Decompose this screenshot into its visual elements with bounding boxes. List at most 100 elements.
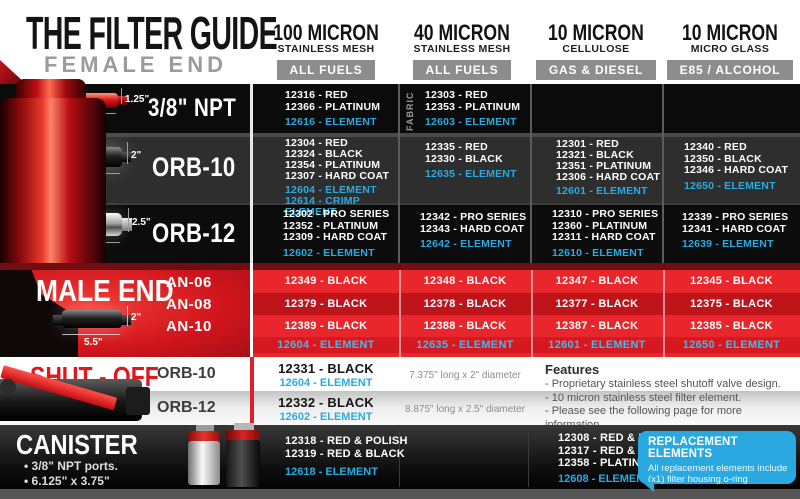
features-list: - Proprietary stainless steel shutoff va… (545, 378, 781, 431)
element-numbers: 12601 - ELEMENT (556, 185, 648, 197)
female-end-section: 1.25" 3.5" 3/8" NPT 12316 - RED 12366 - … (0, 84, 800, 263)
element-numbers: 12650 - ELEMENT (684, 179, 776, 192)
fuel-badge: ALL FUELS (412, 60, 512, 80)
column-header-10-micron-cellulose: 10 MICRON CELLULOSE GAS & DIESEL (528, 20, 664, 80)
black-canister-photo (226, 440, 260, 487)
element-numbers: 12642 - ELEMENT (420, 238, 512, 250)
element-numbers: 12610 - ELEMENT (552, 246, 644, 259)
element-numbers: 12616 - ELEMENT (285, 116, 377, 128)
row-label-an08: AN-08 (166, 296, 212, 313)
shutoff-valve-pivot (0, 379, 16, 395)
part-number: 12348 - BLACK (423, 275, 507, 287)
part-number: 12379 - BLACK (284, 298, 368, 310)
features-title: Features (545, 362, 600, 377)
part-numbers: 12342 - PRO SERIES 12343 - HARD COAT (420, 211, 527, 235)
part-number: 12389 - BLACK (284, 320, 368, 332)
element-numbers: 12608 - ELEMENT (558, 472, 651, 485)
section-subtitle-female-end: FEMALE END (44, 52, 227, 77)
dim-height-label: 2" (131, 312, 142, 323)
part-number: 12349 - BLACK (284, 275, 368, 287)
element-number: 12604 - ELEMENT (277, 339, 375, 351)
replacement-elements-callout: REPLACEMENT ELEMENTS All replacement ele… (638, 431, 796, 492)
canister-section: CANISTER • 3/8" NPT ports. • 6.125" x 3.… (0, 423, 800, 499)
canister-bullets: • 3/8" NPT ports. • 6.125" x 3.75" (24, 459, 118, 488)
dim-length-label: 5.5" (84, 337, 103, 348)
label-column-divider (250, 263, 253, 357)
element-numbers: 12604 - ELEMENT 12614 - CRIMP ELEMENT (285, 184, 377, 218)
part-numbers: 12316 - RED 12366 - PLATINUM (285, 89, 381, 113)
part-numbers: 12304 - RED 12324 - BLACK 12354 - PLATIN… (285, 137, 390, 182)
part-number: 12385 - BLACK (690, 320, 773, 332)
fuel-badge: GAS & DIESEL (535, 60, 657, 80)
element-numbers: 12635 - ELEMENT (425, 168, 517, 180)
element-number: 12635 - ELEMENT (416, 339, 514, 351)
canister-title: CANISTER (16, 429, 138, 460)
element-number: 12602 - ELEMENT (279, 411, 373, 423)
part-numbers: 12310 - PRO SERIES 12360 - PLATINUM 1231… (552, 208, 659, 243)
shut-off-section: SHUT - OFF ORB-10 ORB-12 12331 - BLACK 1… (0, 357, 800, 431)
red-filter-product-photo (16, 79, 86, 101)
part-number: 12332 - BLACK (278, 395, 374, 410)
row-label-npt: 3/8" NPT (148, 94, 237, 122)
dim-height-label: 1.25" (125, 94, 150, 105)
label-column-divider (250, 84, 253, 263)
dim-height-label: 2" (131, 150, 142, 161)
black-inline-filter-photo (53, 310, 131, 328)
silver-canister-photo-cap (188, 431, 220, 443)
row-label-orb10: ORB-10 (152, 152, 236, 182)
black-canister-photo-cap (226, 430, 260, 442)
part-number: 12331 - BLACK (278, 361, 374, 376)
media-type: MICRO GLASS (690, 43, 770, 55)
fabric-note: FABRIC (405, 91, 415, 132)
callout-tail (642, 482, 654, 492)
silver-canister-photo (188, 441, 220, 485)
part-numbers: 12301 - RED 12321 - BLACK 12351 - PLATIN… (556, 138, 661, 183)
media-type: STAINLESS MESH (413, 43, 511, 55)
callout-title: REPLACEMENT ELEMENTS (648, 436, 738, 460)
element-numbers: 12618 - ELEMENT (285, 466, 378, 478)
fuel-badge: E85 / ALCOHOL (666, 60, 794, 80)
red-filter-product-photo-body (0, 98, 106, 263)
size-spec: 7.375" long x 2" diameter (409, 370, 521, 381)
part-number: 12387 - BLACK (555, 320, 639, 332)
dim-height-label: 2.5" (132, 217, 151, 228)
media-type: CELLULOSE (562, 43, 630, 55)
row-label-orb10: ORB-10 (157, 365, 216, 382)
part-numbers: 12335 - RED 12330 - BLACK (425, 141, 503, 165)
micron-rating: 40 MICRON (414, 20, 510, 45)
part-numbers: 12302 - PRO SERIES 12352 - PLATINUM 1230… (283, 208, 390, 243)
micron-rating: 10 MICRON (682, 20, 778, 45)
part-numbers: 12339 - PRO SERIES 12341 - HARD COAT (682, 211, 789, 235)
male-end-title: MALE END (36, 273, 174, 308)
part-number: 12347 - BLACK (555, 275, 639, 287)
column-header-40-micron: 40 MICRON STAINLESS MESH ALL FUELS (394, 20, 530, 80)
size-spec: 8.875" long x 2.5" diameter (405, 404, 525, 415)
element-numbers: 12639 - ELEMENT (682, 238, 774, 250)
part-numbers: 12340 - RED 12350 - BLACK 12346 - HARD C… (684, 141, 789, 176)
element-number: 12604 - ELEMENT (279, 377, 373, 389)
micron-rating: 10 MICRON (548, 20, 644, 45)
media-type: STAINLESS MESH (277, 43, 375, 55)
element-numbers: 12602 - ELEMENT (283, 246, 375, 259)
canister-bracket (196, 425, 214, 433)
fuel-badge: ALL FUELS (276, 60, 376, 80)
part-numbers: 12303 - RED 12353 - PLATINUM (425, 89, 521, 113)
footer-bar (0, 489, 800, 499)
element-number: 12601 - ELEMENT (548, 339, 646, 351)
part-number: 12378 - BLACK (423, 298, 507, 310)
part-numbers: 12318 - RED & POLISH 12319 - RED & BLACK (285, 435, 408, 460)
label-column-divider (250, 357, 254, 425)
part-number: 12375 - BLACK (690, 298, 773, 310)
male-end-section: MALE END AN-06 AN-08 AN-10 2" 5.5" 12349… (0, 263, 800, 357)
row-label-an10: AN-10 (166, 318, 212, 335)
row-label-orb12: ORB-12 (157, 399, 216, 416)
part-number: 12388 - BLACK (423, 320, 507, 332)
shutoff-valve-cap (126, 387, 150, 415)
column-header-100-micron: 100 MICRON STAINLESS MESH ALL FUELS (258, 20, 394, 80)
part-number: 12377 - BLACK (555, 298, 639, 310)
callout-body: All replacement elements include (x1) fi… (648, 463, 788, 485)
element-number: 12650 - ELEMENT (682, 339, 781, 351)
micron-rating: 100 MICRON (273, 20, 379, 45)
canister-bracket (234, 423, 254, 432)
